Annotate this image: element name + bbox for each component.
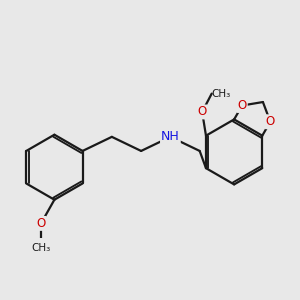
- Text: NH: NH: [161, 130, 180, 143]
- Text: O: O: [238, 99, 247, 112]
- Text: O: O: [266, 115, 275, 128]
- Text: CH₃: CH₃: [212, 88, 231, 99]
- Text: O: O: [36, 217, 46, 230]
- Text: CH₃: CH₃: [32, 243, 51, 253]
- Text: O: O: [197, 106, 207, 118]
